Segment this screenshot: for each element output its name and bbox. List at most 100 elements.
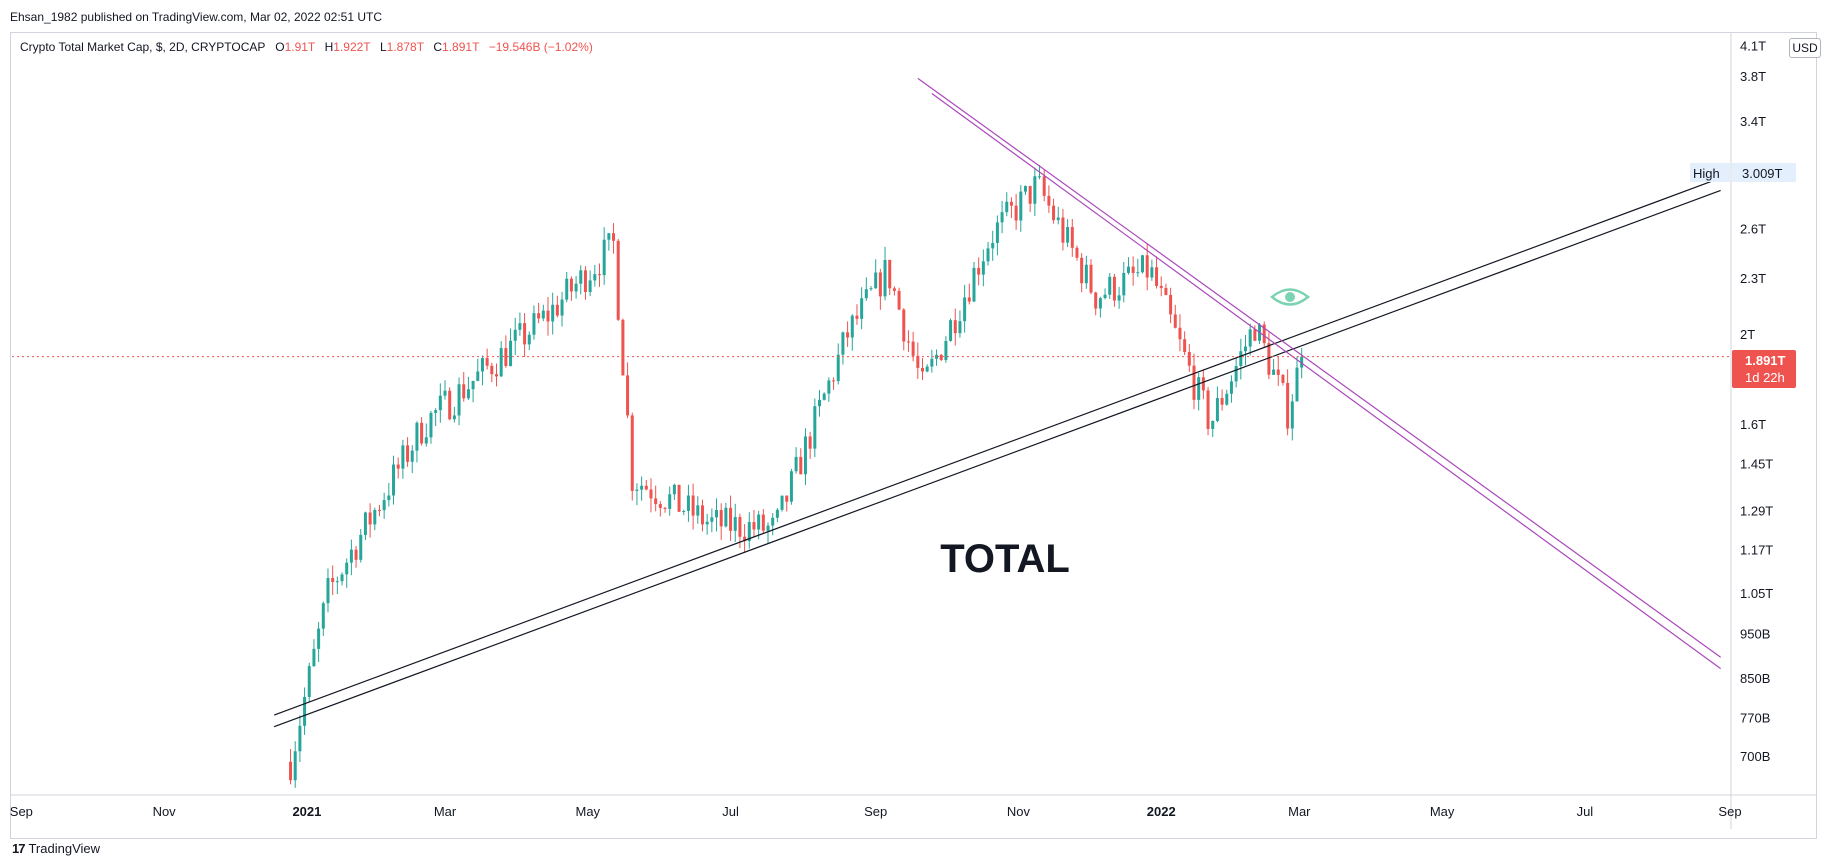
candle <box>387 482 391 507</box>
candle <box>1243 335 1247 366</box>
candle <box>986 241 990 266</box>
candle <box>1126 257 1130 275</box>
candle <box>1248 323 1252 356</box>
candle <box>1047 185 1051 213</box>
price-axis[interactable]: 4.1T 3.8T 3.4T 2.6T 2.3T 2T 1.6T 1.45T 1.29T 1.17… <box>1740 39 1773 764</box>
candle <box>579 265 583 295</box>
candle <box>415 421 419 463</box>
candle <box>1178 314 1182 352</box>
candle <box>906 330 910 352</box>
candle <box>499 341 503 377</box>
candle <box>1286 369 1290 436</box>
candle <box>504 335 508 368</box>
candle <box>368 503 372 538</box>
candle <box>799 448 803 475</box>
y-tick-label: 950B <box>1740 626 1770 641</box>
resistance-trendline[interactable] <box>917 77 1721 658</box>
trendlines-layer[interactable] <box>273 77 1721 728</box>
low-value: 1.878T <box>386 40 425 54</box>
candle <box>532 305 536 340</box>
candle <box>1201 369 1205 400</box>
candle <box>349 539 353 576</box>
candle <box>452 406 456 423</box>
y-tick-label: 1.29T <box>1740 503 1773 518</box>
candle <box>1225 389 1229 406</box>
candles-layer <box>289 164 1304 788</box>
candle <box>480 355 484 386</box>
candle <box>1080 253 1084 293</box>
candle <box>429 410 433 444</box>
candle <box>691 483 695 530</box>
candle <box>331 565 335 595</box>
candle <box>476 358 480 382</box>
candle <box>640 476 644 501</box>
candle <box>1281 373 1285 386</box>
candle <box>377 504 381 517</box>
candle <box>410 445 414 474</box>
candle <box>1183 331 1187 356</box>
support-trendline[interactable] <box>273 177 1721 716</box>
candle <box>1023 185 1027 195</box>
candle <box>630 412 634 501</box>
x-tick-label: Mar <box>434 804 457 819</box>
candle <box>1009 197 1013 218</box>
candle <box>560 291 564 327</box>
candle <box>1150 259 1154 281</box>
candle <box>448 387 452 421</box>
candle <box>649 478 653 513</box>
candle <box>696 496 700 524</box>
candle <box>1215 386 1219 423</box>
candle <box>850 314 854 351</box>
candle <box>1117 286 1121 309</box>
high-value-box <box>1732 163 1796 182</box>
x-tick-label: Sep <box>864 804 887 819</box>
candle <box>775 508 779 523</box>
support-trendline[interactable] <box>273 189 1721 728</box>
candle <box>466 376 470 401</box>
candle <box>312 639 316 667</box>
resistance-trendline[interactable] <box>931 93 1721 670</box>
candle <box>1056 206 1060 225</box>
candle <box>1169 287 1173 324</box>
time-axis[interactable]: Sep Nov 2021 Mar May Jul Sep Nov 2022 Mar May Jul Se… <box>10 804 1742 819</box>
candle <box>1000 200 1004 234</box>
candle <box>668 486 672 516</box>
candle <box>944 336 948 363</box>
tradingview-logo[interactable]: 17 TradingView <box>12 841 100 856</box>
x-tick-label: 2022 <box>1147 804 1176 819</box>
candle <box>354 545 358 568</box>
x-tick-label: Sep <box>10 804 33 819</box>
candle <box>1187 344 1191 372</box>
candle <box>1103 288 1107 300</box>
candle <box>471 380 475 403</box>
candle <box>813 398 817 457</box>
candle <box>1290 394 1294 441</box>
currency-button[interactable]: USD <box>1789 38 1821 58</box>
last-price-badge: 1.891T 1d 22h <box>1732 350 1796 388</box>
candle <box>808 431 812 459</box>
candle <box>490 362 494 383</box>
candle <box>967 283 971 305</box>
candle <box>565 271 569 303</box>
close-key: C <box>433 40 443 54</box>
candle <box>771 513 775 536</box>
candle <box>715 498 719 532</box>
candle <box>878 268 882 310</box>
eye-icon[interactable] <box>1270 288 1310 306</box>
candle <box>719 503 723 541</box>
y-tick-label: 770B <box>1740 711 1770 726</box>
candle <box>949 318 953 342</box>
candle <box>1155 256 1159 289</box>
candle <box>1159 276 1163 297</box>
candle <box>406 437 410 467</box>
candle <box>443 380 447 400</box>
candle <box>373 507 377 531</box>
candle <box>607 232 611 251</box>
tradingview-logo-icon: 17 <box>12 841 26 856</box>
high-value: 3.009T <box>1742 166 1783 181</box>
x-tick-label: Jul <box>1577 804 1594 819</box>
symbol-legend: Crypto Total Market Cap, $, 2D, CRYPTOCA… <box>20 40 599 54</box>
candle <box>1295 356 1299 402</box>
candle <box>1019 185 1023 232</box>
